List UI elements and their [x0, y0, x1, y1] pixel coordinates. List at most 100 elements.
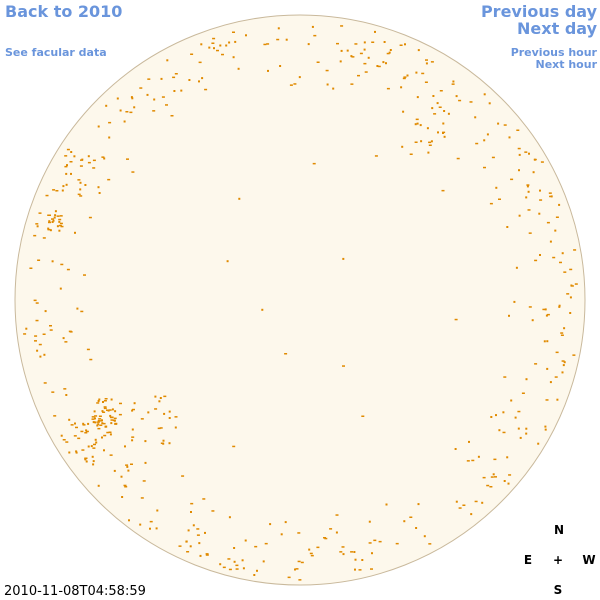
- facula: [442, 122, 445, 125]
- facula: [426, 127, 429, 130]
- facula: [174, 426, 177, 429]
- facula: [106, 409, 109, 411]
- facula: [42, 333, 46, 335]
- facula: [516, 129, 520, 131]
- timestamp: 2010-11-08T04:58:59: [4, 584, 146, 599]
- facula: [424, 81, 428, 83]
- facula: [419, 124, 422, 127]
- facula: [98, 418, 102, 420]
- facula: [48, 220, 51, 223]
- facula: [66, 148, 70, 151]
- facula: [561, 371, 564, 374]
- facula: [433, 113, 437, 115]
- facula: [481, 501, 484, 504]
- facula: [123, 484, 127, 487]
- facula: [546, 340, 549, 343]
- facula: [324, 537, 328, 540]
- facula: [185, 540, 188, 543]
- facula: [300, 561, 304, 564]
- facula: [34, 335, 38, 337]
- facula: [86, 348, 90, 351]
- facula: [94, 438, 97, 441]
- facula: [558, 305, 561, 308]
- facula: [357, 74, 360, 77]
- back-link[interactable]: Back to 2010: [5, 2, 122, 21]
- facula: [420, 140, 423, 143]
- facula: [92, 463, 95, 466]
- facula: [470, 513, 473, 516]
- facula: [43, 382, 47, 384]
- facula: [84, 457, 88, 459]
- facula: [92, 460, 95, 463]
- facula: [503, 480, 506, 482]
- facula: [234, 40, 237, 43]
- facula: [563, 327, 566, 330]
- previous-hour-link[interactable]: Previous hour: [511, 46, 598, 59]
- facula: [102, 422, 106, 425]
- facula: [233, 547, 236, 549]
- facula: [323, 537, 326, 539]
- facula: [189, 545, 192, 548]
- facula: [402, 77, 406, 80]
- previous-day-link[interactable]: Previous day: [481, 2, 598, 21]
- facula: [532, 171, 535, 174]
- facula: [528, 232, 532, 234]
- facula: [437, 131, 439, 134]
- facula: [89, 358, 93, 361]
- facula: [421, 72, 425, 75]
- next-hour-link[interactable]: Next hour: [536, 58, 598, 71]
- facula: [65, 183, 68, 186]
- facula: [489, 486, 493, 488]
- facula: [201, 77, 204, 80]
- facula: [510, 399, 513, 402]
- facula: [513, 300, 516, 303]
- facula: [525, 378, 528, 381]
- facula: [83, 274, 86, 276]
- facula: [97, 427, 101, 430]
- facula: [144, 461, 147, 464]
- facula: [35, 302, 39, 304]
- facula: [403, 520, 406, 523]
- facula: [70, 151, 73, 153]
- facula: [77, 193, 81, 196]
- facula: [114, 423, 118, 425]
- facula: [554, 376, 558, 378]
- facula: [548, 192, 552, 194]
- facula: [483, 93, 486, 96]
- facula: [526, 184, 530, 186]
- facula: [131, 171, 135, 173]
- facula: [232, 445, 236, 448]
- facula: [293, 83, 297, 85]
- facula: [307, 43, 310, 46]
- facula: [79, 188, 82, 191]
- facula: [196, 534, 200, 536]
- facula: [377, 65, 381, 68]
- facula: [149, 520, 153, 523]
- facula: [486, 133, 489, 136]
- facula: [466, 460, 470, 462]
- facula: [95, 441, 98, 444]
- facula: [545, 314, 548, 317]
- facular-data-link[interactable]: See facular data: [5, 46, 107, 59]
- facula: [544, 425, 547, 428]
- facula: [54, 214, 57, 217]
- facula: [204, 531, 206, 534]
- facula: [152, 110, 156, 112]
- facula: [519, 436, 522, 439]
- next-day-link[interactable]: Next day: [517, 19, 598, 38]
- facula: [542, 308, 546, 311]
- facula: [84, 458, 87, 461]
- facula: [124, 445, 126, 448]
- facula: [462, 504, 466, 506]
- facula: [130, 463, 133, 465]
- facula: [386, 87, 390, 90]
- facula: [235, 568, 239, 570]
- facula: [74, 422, 76, 425]
- facula: [121, 496, 124, 498]
- facula: [298, 579, 302, 581]
- facula: [147, 78, 151, 80]
- facula: [518, 214, 521, 217]
- facula: [545, 399, 549, 401]
- facula: [280, 533, 283, 536]
- facula: [382, 61, 385, 64]
